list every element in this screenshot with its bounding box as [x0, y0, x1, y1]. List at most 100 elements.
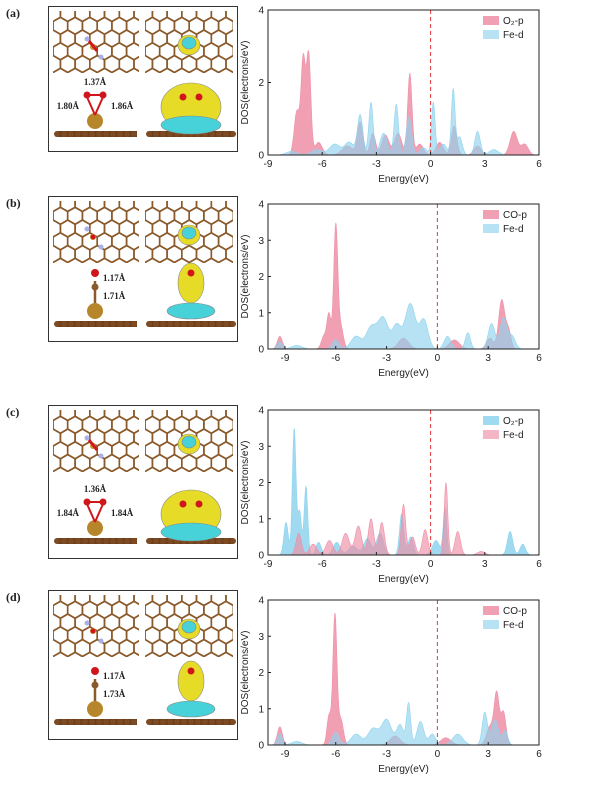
y-tick-label: 3: [258, 442, 264, 453]
carbon-atom: [124, 538, 130, 544]
carbon-atom: [230, 131, 236, 137]
bond-length-label: 1.71Å: [103, 291, 126, 301]
legend-swatch: [483, 620, 499, 629]
structure-svg: 1.17Å 1.73Å: [53, 595, 236, 725]
carbon-atom: [188, 719, 194, 725]
carbon-atom: [167, 131, 173, 137]
carbon-atom: [153, 538, 159, 544]
carbon-atom: [103, 719, 109, 725]
n-atom: [98, 244, 104, 250]
carbon-atom: [96, 719, 102, 725]
x-tick-label: -6: [318, 559, 327, 570]
lattice-right: [145, 11, 233, 73]
o-atom: [195, 500, 203, 508]
x-tick-label: -9: [264, 159, 273, 170]
x-tick-label: -6: [331, 749, 340, 760]
carbon-atom: [209, 719, 215, 725]
hexagon: [203, 651, 220, 657]
carbon-atom: [61, 131, 67, 137]
y-tick-label: 1: [258, 514, 264, 525]
substrate-left: [54, 321, 137, 327]
hexagon: [53, 445, 54, 456]
carbon-atom: [103, 538, 109, 544]
hexagon: [217, 257, 233, 263]
hexagon: [53, 630, 54, 641]
hexagon: [53, 20, 54, 31]
x-tick-label: 0: [435, 749, 441, 760]
carbon-atom: [209, 538, 215, 544]
carbon-atom: [54, 131, 60, 137]
substrate-right: [146, 719, 236, 725]
legend-label: O₂-p: [503, 416, 524, 427]
fe-o-bond: [86, 96, 96, 116]
bond-length-label: 1.84Å: [111, 508, 134, 518]
hexagon: [133, 614, 139, 631]
carbon-atom: [230, 321, 236, 327]
structure-figure: 1.36Å 1.84Å 1.84Å: [48, 405, 238, 559]
substrate-left: [54, 131, 137, 137]
hexagon: [145, 257, 161, 263]
carbon-atom: [75, 719, 81, 725]
dos-chart: -9 -6 -3 0 3 6 0 1 2 3 4 Energy(eV) DOS(electrons/eV…: [236, 590, 591, 780]
hexagon: [111, 67, 128, 73]
hexagon: [53, 604, 54, 615]
carbon-atom: [110, 719, 116, 725]
carbon-atom: [160, 538, 166, 544]
charge-density-yellow: [177, 262, 205, 304]
n-atom: [84, 36, 90, 42]
hexagon: [53, 655, 54, 657]
carbon-atom: [195, 719, 201, 725]
o-atom: [91, 667, 99, 675]
legend-label: Fe-d: [503, 430, 524, 441]
hexagon: [225, 613, 233, 632]
y-axis-label: DOS(electrons/eV): [240, 235, 251, 319]
carbon-atom: [167, 719, 173, 725]
lattice-right: [145, 595, 233, 657]
n-atom: [98, 54, 104, 60]
n-atom: [84, 226, 90, 232]
fe-atom-side: [87, 303, 103, 319]
hexagon: [203, 466, 220, 472]
hexagon: [53, 46, 54, 57]
hexagon: [81, 466, 98, 472]
carbon-atom: [160, 719, 166, 725]
carbon-atom: [68, 719, 74, 725]
o-atom: [91, 269, 99, 277]
hexagon: [96, 651, 113, 657]
hexagon: [53, 201, 62, 213]
carbon-atom: [96, 131, 102, 137]
carbon-atom: [216, 538, 222, 544]
carbon-atom: [131, 538, 137, 544]
hexagon: [225, 219, 233, 238]
hexagon: [53, 651, 69, 657]
x-tick-label: 3: [485, 749, 491, 760]
hexagon: [53, 466, 69, 472]
hexagon: [96, 466, 113, 472]
top-view-left: [53, 410, 139, 472]
x-tick-label: 6: [536, 749, 542, 760]
carbon-atom: [82, 131, 88, 137]
plot-area: [268, 50, 539, 155]
structure-svg: 1.17Å 1.71Å: [53, 201, 236, 327]
x-tick-label: -3: [382, 749, 391, 760]
carbon-atom: [160, 321, 166, 327]
legend-swatch: [483, 224, 499, 233]
y-axis-label: DOS(electrons/eV): [240, 441, 251, 525]
y-tick-label: 1: [258, 308, 264, 319]
carbon-atom: [146, 131, 152, 137]
charge-density-cyan: [181, 435, 197, 449]
legend-swatch: [483, 210, 499, 219]
y-tick-label: 4: [258, 200, 264, 211]
y-tick-label: 0: [258, 151, 264, 162]
structure-figure: 1.37Å 1.80Å 1.86Å: [48, 6, 238, 152]
hexagon: [225, 428, 233, 447]
y-tick-label: 4: [258, 596, 264, 607]
bond-length-label: 1.84Å: [57, 508, 80, 518]
bond-length-label: 1.36Å: [84, 484, 107, 494]
carbon-atom: [117, 538, 123, 544]
plot-area: [268, 613, 539, 745]
carbon-atom: [209, 131, 215, 137]
o-atom: [83, 498, 91, 506]
substrate-left: [54, 719, 137, 725]
hexagon: [66, 651, 84, 657]
